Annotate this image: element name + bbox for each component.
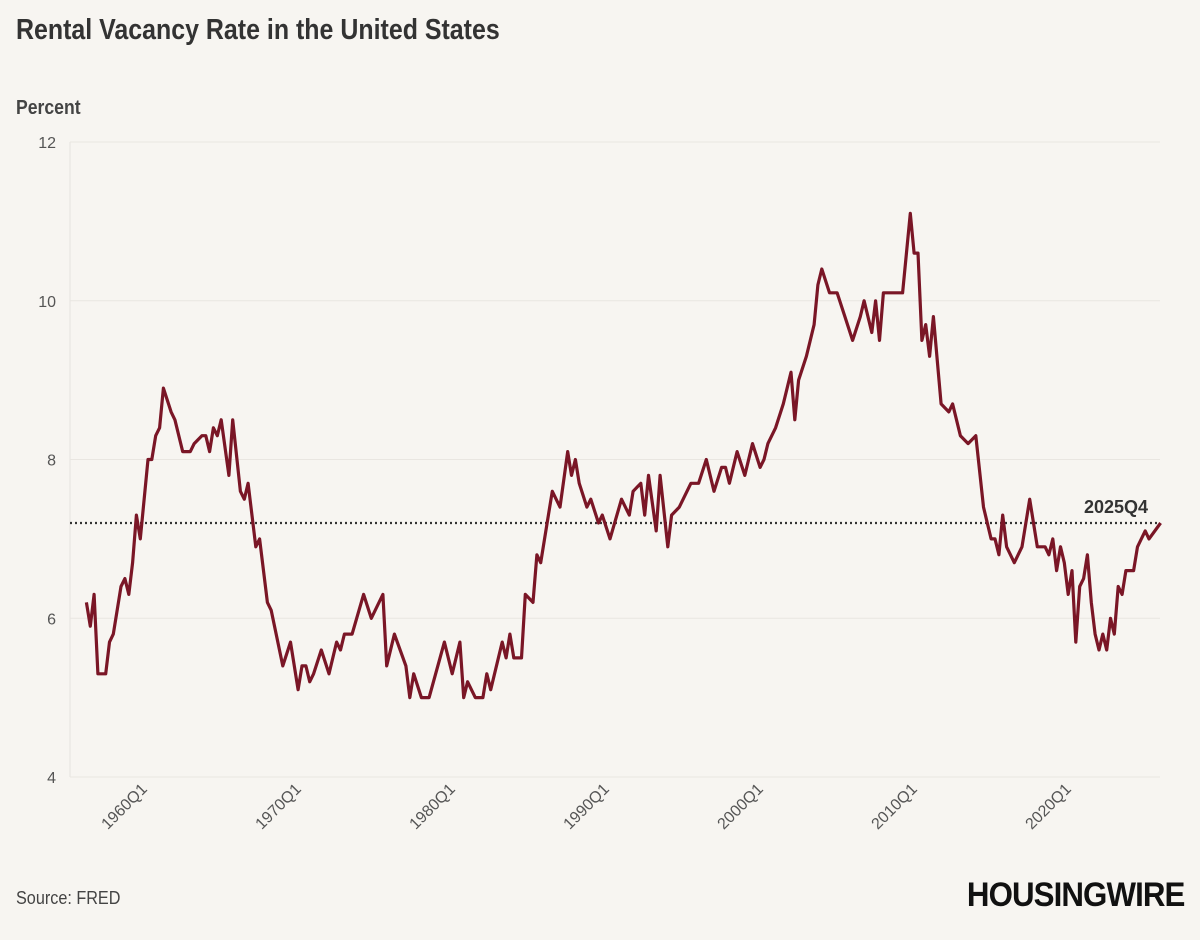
gridlines <box>69 141 1160 778</box>
y-tick-label: 6 <box>47 611 56 628</box>
x-tick-label: 1970Q1 <box>253 781 305 833</box>
x-tick-label: 1990Q1 <box>561 781 613 833</box>
housingwire-logo: HOUSINGWIRE <box>966 876 1184 914</box>
x-tick-label: 1960Q1 <box>99 781 151 833</box>
x-tick-label: 1980Q1 <box>407 781 459 833</box>
y-tick-label: 4 <box>47 770 56 787</box>
x-tick-label: 2000Q1 <box>715 781 767 833</box>
y-tick-labels: 4 6 8 10 12 <box>38 135 56 787</box>
source-note: Source: FRED <box>16 888 121 908</box>
y-tick-label: 10 <box>38 294 56 311</box>
x-tick-labels: 1960Q1 1970Q1 1980Q1 1990Q1 2000Q1 2010Q1 2020… <box>99 781 1075 833</box>
y-axis-label: Percent <box>16 97 81 119</box>
y-tick-label: 8 <box>47 453 56 470</box>
y-tick-label: 12 <box>38 135 56 152</box>
series-line <box>84 211 1162 700</box>
x-tick-label: 2020Q1 <box>1023 781 1075 833</box>
x-tick-label: 2010Q1 <box>869 781 921 833</box>
reference-line-label: 2025Q4 <box>1084 497 1148 517</box>
chart-title: Rental Vacancy Rate in the United States <box>16 14 500 46</box>
